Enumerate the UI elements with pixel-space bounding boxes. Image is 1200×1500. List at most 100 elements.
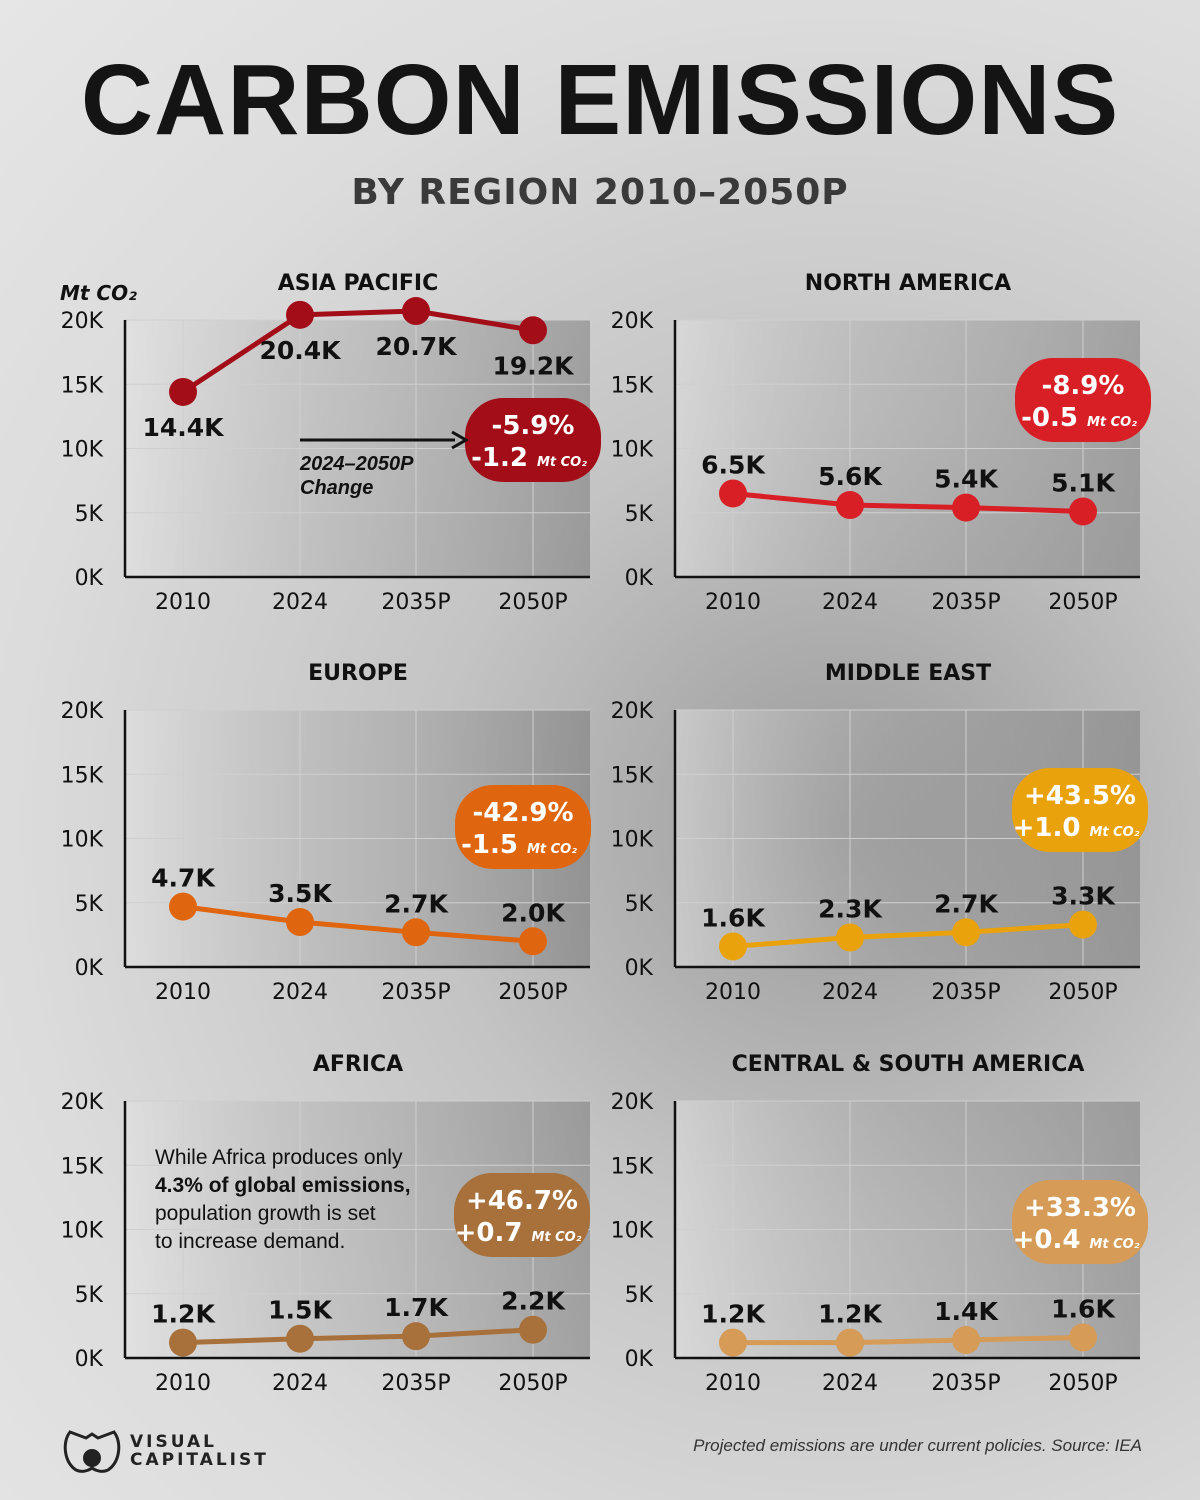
- y-tick-label: 15K: [611, 1154, 654, 1179]
- logo: VISUAL CAPITALIST: [62, 1428, 269, 1474]
- data-label: 4.7K: [151, 864, 216, 893]
- data-label: 5.1K: [1051, 468, 1116, 497]
- change-percent: +43.5%: [1024, 781, 1136, 811]
- data-label: 5.4K: [934, 465, 999, 494]
- x-tick-label: 2010: [705, 1371, 761, 1396]
- data-point: [402, 918, 430, 947]
- x-tick-label: 2024: [822, 1371, 878, 1396]
- y-tick-label: 0K: [625, 1347, 654, 1372]
- chart-panel: 0K 5K 10K 15K 20K NORTH AMERICA 2010 2024 2035P 2…: [611, 271, 1151, 615]
- x-tick-label: 2035P: [931, 590, 1000, 615]
- data-label: 3.3K: [1051, 882, 1116, 911]
- y-tick-label: 5K: [625, 892, 654, 917]
- y-tick-label: 10K: [611, 1219, 654, 1244]
- change-percent: -5.9%: [492, 411, 575, 441]
- x-tick-label: 2035P: [381, 1371, 450, 1396]
- chart-panel: 0K 5K 10K 15K 20K ASIA PACIFIC Mt CO₂ 2010 2024 2…: [60, 271, 601, 615]
- x-tick-label: 2050P: [498, 590, 567, 615]
- x-tick-label: 2050P: [1048, 1371, 1117, 1396]
- y-tick-label: 15K: [61, 763, 104, 788]
- data-point: [169, 377, 197, 406]
- data-point: [169, 1328, 197, 1357]
- series-line: [182, 1327, 534, 1346]
- chart-title: NORTH AMERICA: [805, 271, 1011, 296]
- africa-note: to increase demand.: [155, 1230, 345, 1253]
- data-label: 1.4K: [934, 1297, 999, 1326]
- data-label: 6.5K: [701, 450, 766, 479]
- data-label: 3.5K: [268, 879, 333, 908]
- data-point: [836, 1328, 864, 1357]
- x-tick-label: 2010: [705, 980, 761, 1005]
- y-tick-label: 20K: [61, 699, 104, 724]
- x-tick-label: 2024: [272, 1371, 328, 1396]
- africa-note: 4.3% of global emissions,: [155, 1174, 411, 1197]
- y-tick-label: 15K: [61, 1154, 104, 1179]
- data-point: [836, 491, 864, 520]
- y-tick-label: 5K: [75, 892, 104, 917]
- data-point: [286, 1324, 314, 1353]
- x-tick-label: 2024: [272, 590, 328, 615]
- y-tick-label: 15K: [611, 763, 654, 788]
- logo-icon: [63, 1430, 121, 1473]
- y-tick-label: 10K: [61, 438, 104, 463]
- data-label: 14.4K: [142, 413, 225, 442]
- data-point: [402, 297, 430, 326]
- series-line: [733, 1334, 1084, 1346]
- y-tick-label: 10K: [611, 828, 654, 853]
- y-tick-label: 20K: [61, 309, 104, 334]
- change-badge: [465, 398, 601, 482]
- y-tick-label: 15K: [611, 373, 654, 398]
- chart-panel: 0K 5K 10K 15K 20K AFRICA 2010 2024 2035P 2050P 1.2…: [61, 1052, 590, 1396]
- source-note: Projected emissions are under current po…: [693, 1436, 1142, 1455]
- data-label: 1.6K: [701, 903, 766, 932]
- data-point: [169, 892, 197, 921]
- y-tick-label: 15K: [61, 373, 104, 398]
- data-point: [1069, 910, 1097, 939]
- change-percent: -8.9%: [1042, 371, 1125, 401]
- y-tick-label: 20K: [61, 1090, 104, 1115]
- y-tick-label: 0K: [625, 956, 654, 981]
- change-badge: [1012, 768, 1148, 852]
- y-tick-label: 5K: [625, 1283, 654, 1308]
- y-tick-label: 0K: [75, 1347, 104, 1372]
- y-tick-label: 10K: [61, 828, 104, 853]
- data-label: 19.2K: [492, 351, 575, 380]
- data-label: 1.2K: [151, 1300, 216, 1329]
- x-tick-label: 2035P: [931, 980, 1000, 1005]
- y-tick-label: 20K: [611, 309, 654, 334]
- chart-title: ASIA PACIFIC: [278, 271, 439, 296]
- data-label: 2.7K: [384, 889, 449, 918]
- x-tick-label: 2035P: [931, 1371, 1000, 1396]
- change-badge: [1015, 358, 1151, 442]
- x-tick-label: 2024: [822, 980, 878, 1005]
- x-tick-label: 2010: [155, 590, 211, 615]
- africa-note: While Africa produces only: [155, 1146, 403, 1169]
- series-line: [182, 904, 534, 944]
- series-line: [732, 490, 1084, 514]
- chart-panel: 0K 5K 10K 15K 20K CENTRAL & SOUTH AMERICA 2010…: [611, 1052, 1148, 1396]
- chart-panel: 0K 5K 10K 15K 20K EUROPE 2010 2024 2035P 2050P 4.7…: [61, 661, 591, 1005]
- logo-line1: VISUAL: [130, 1432, 217, 1452]
- page-subtitle: BY REGION 2010–2050P: [351, 172, 849, 213]
- change-annotation: 2024–2050P: [299, 453, 414, 475]
- data-point: [519, 1315, 547, 1344]
- y-tick-label: 5K: [625, 502, 654, 527]
- chart-title: AFRICA: [313, 1052, 403, 1077]
- data-point: [286, 300, 314, 329]
- y-tick-label: 20K: [611, 699, 654, 724]
- data-point: [519, 927, 547, 956]
- data-label: 5.6K: [818, 462, 883, 491]
- data-point: [402, 1322, 430, 1351]
- data-point: [1069, 1323, 1097, 1352]
- x-tick-label: 2010: [155, 1371, 211, 1396]
- data-point: [719, 932, 747, 961]
- y-tick-label: 10K: [61, 1219, 104, 1244]
- change-percent: +46.7%: [466, 1186, 578, 1216]
- x-tick-label: 2010: [705, 590, 761, 615]
- chart-title: EUROPE: [308, 661, 408, 686]
- data-label: 1.6K: [1051, 1294, 1116, 1323]
- chart-panel: 0K 5K 10K 15K 20K MIDDLE EAST 2010 2024 2035P 205…: [611, 661, 1148, 1005]
- x-tick-label: 2010: [155, 980, 211, 1005]
- x-tick-label: 2050P: [498, 980, 567, 1005]
- change-badge: [1012, 1180, 1148, 1264]
